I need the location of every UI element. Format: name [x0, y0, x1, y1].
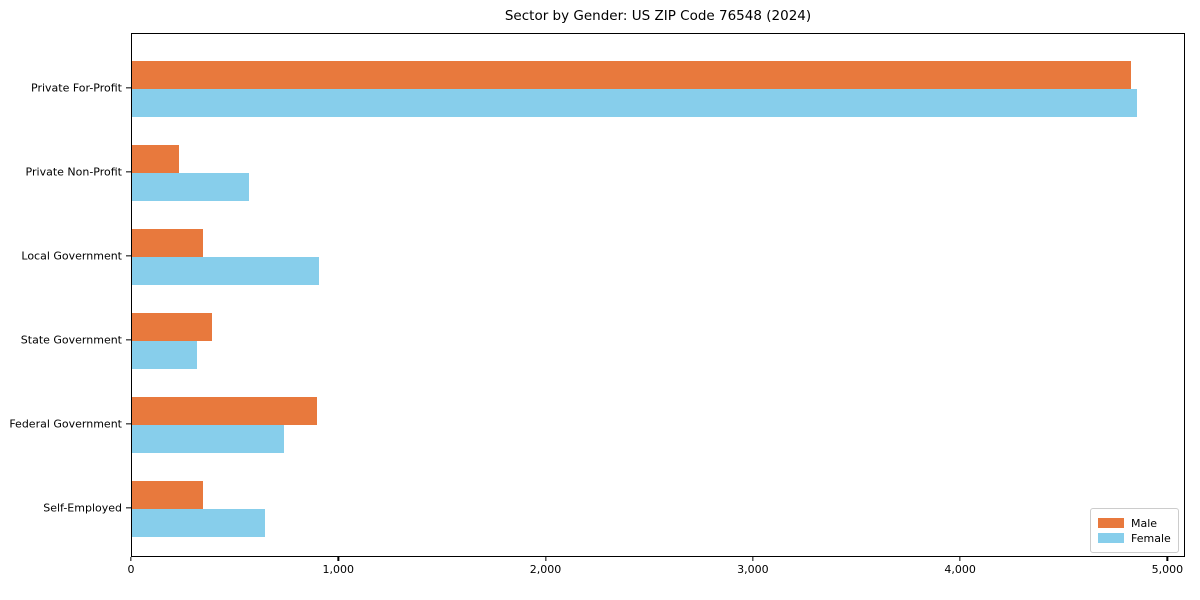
xtick-mark [959, 557, 961, 561]
ytick-label-state-government: State Government [20, 333, 122, 347]
ytick-mark [126, 255, 131, 257]
xtick-label-3000: 3,000 [737, 563, 769, 576]
bar-female-private-for-profit [132, 89, 1138, 117]
bar-male-private-non-profit [132, 145, 179, 173]
legend-swatch-male-icon [1098, 518, 1124, 528]
ytick-label-self-employed: Self-Employed [43, 501, 122, 515]
xtick-label-0: 0 [127, 563, 135, 576]
xtick-label-4000: 4,000 [944, 563, 976, 576]
xtick-mark [337, 557, 339, 561]
ytick-label-local-government: Local Government [21, 249, 122, 263]
bar-female-self-employed [132, 509, 265, 537]
xtick-mark [130, 557, 132, 561]
xtick-label-1000: 1,000 [322, 563, 355, 576]
xtick-mark [1166, 557, 1169, 561]
bar-male-local-government [132, 229, 203, 257]
ytick-mark [126, 171, 131, 173]
xtick-mark [544, 557, 547, 561]
bar-male-federal-government [132, 397, 317, 425]
legend-label-female: Female [1131, 531, 1171, 545]
ytick-mark [126, 339, 131, 341]
bar-female-local-government [132, 257, 319, 285]
ytick-mark [126, 423, 131, 425]
xtick-label-2000: 2,000 [529, 563, 562, 576]
ytick-label-federal-government: Federal Government [9, 417, 122, 431]
legend-label-male: Male [1131, 516, 1158, 530]
plot-area [131, 33, 1185, 557]
ytick-label-private-for-profit: Private For-Profit [31, 81, 122, 95]
bar-female-state-government [132, 341, 198, 369]
legend-row-female: Female [1098, 533, 1171, 544]
bar-male-private-for-profit [132, 61, 1132, 89]
legend-swatch-female-icon [1098, 533, 1124, 543]
xtick-label-5000: 5,000 [1151, 563, 1184, 576]
ytick-label-private-non-profit: Private Non-Profit [25, 165, 122, 179]
bar-male-self-employed [132, 481, 203, 509]
xtick-mark [752, 557, 754, 561]
legend: Male Female [1090, 508, 1179, 553]
bar-female-private-non-profit [132, 173, 250, 201]
ytick-mark [126, 87, 131, 89]
bar-female-federal-government [132, 425, 285, 453]
chart-title: Sector by Gender: US ZIP Code 76548 (202… [504, 8, 812, 24]
ytick-mark [126, 507, 131, 509]
legend-row-male: Male [1098, 518, 1171, 529]
bar-male-state-government [132, 313, 212, 341]
